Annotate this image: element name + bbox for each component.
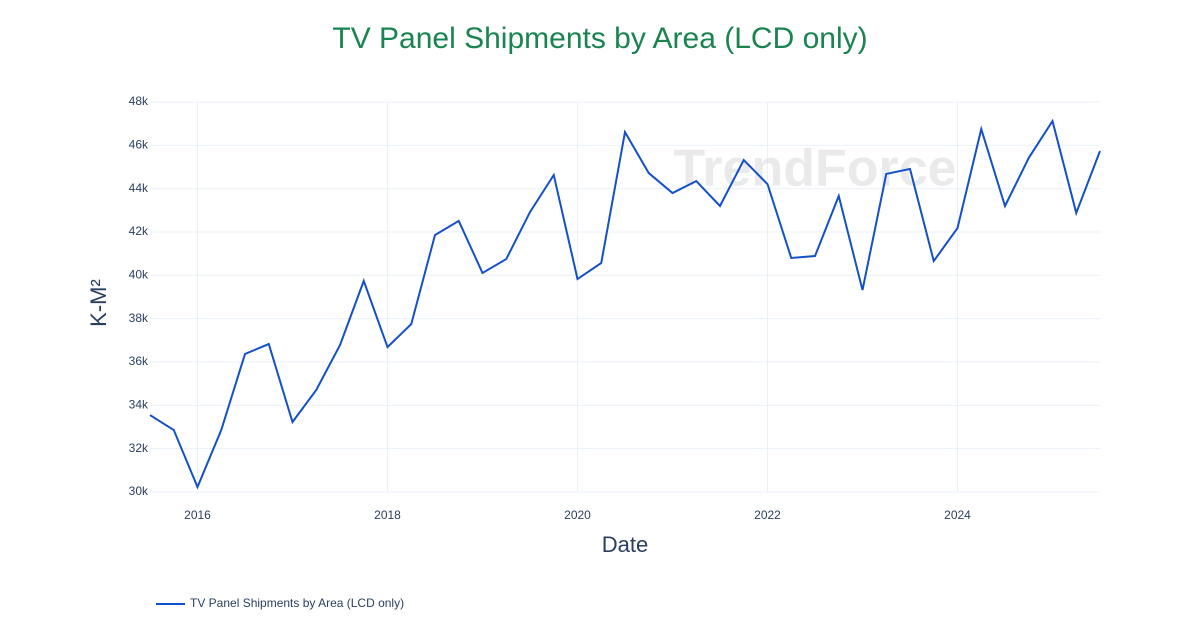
y-tick-label: 48k [129, 94, 149, 108]
x-tick-label: 2016 [184, 508, 211, 522]
y-tick-label: 40k [129, 268, 149, 282]
y-tick-label: 32k [129, 441, 149, 455]
y-tick-label: 36k [129, 354, 149, 368]
y-tick-label: 46k [129, 138, 149, 152]
x-tick-label: 2022 [754, 508, 781, 522]
watermark: TrendForce [673, 140, 956, 198]
x-tick-label: 2020 [564, 508, 591, 522]
grid [150, 101, 1100, 493]
y-tick-label: 30k [129, 484, 149, 498]
y-tick-label: 34k [129, 398, 149, 412]
x-tick-label: 2024 [944, 508, 971, 522]
x-axis-label: Date [602, 532, 648, 557]
y-tick-label: 38k [129, 311, 149, 325]
x-tick-label: 2018 [374, 508, 401, 522]
y-tick-label: 44k [129, 181, 149, 195]
chart-title: TV Panel Shipments by Area (LCD only) [332, 22, 867, 55]
data-line [149, 118, 1101, 490]
legend-label: TV Panel Shipments by Area (LCD only) [190, 596, 404, 610]
y-tick-label: 42k [129, 224, 149, 238]
y-axis-label: K-M² [86, 279, 111, 327]
